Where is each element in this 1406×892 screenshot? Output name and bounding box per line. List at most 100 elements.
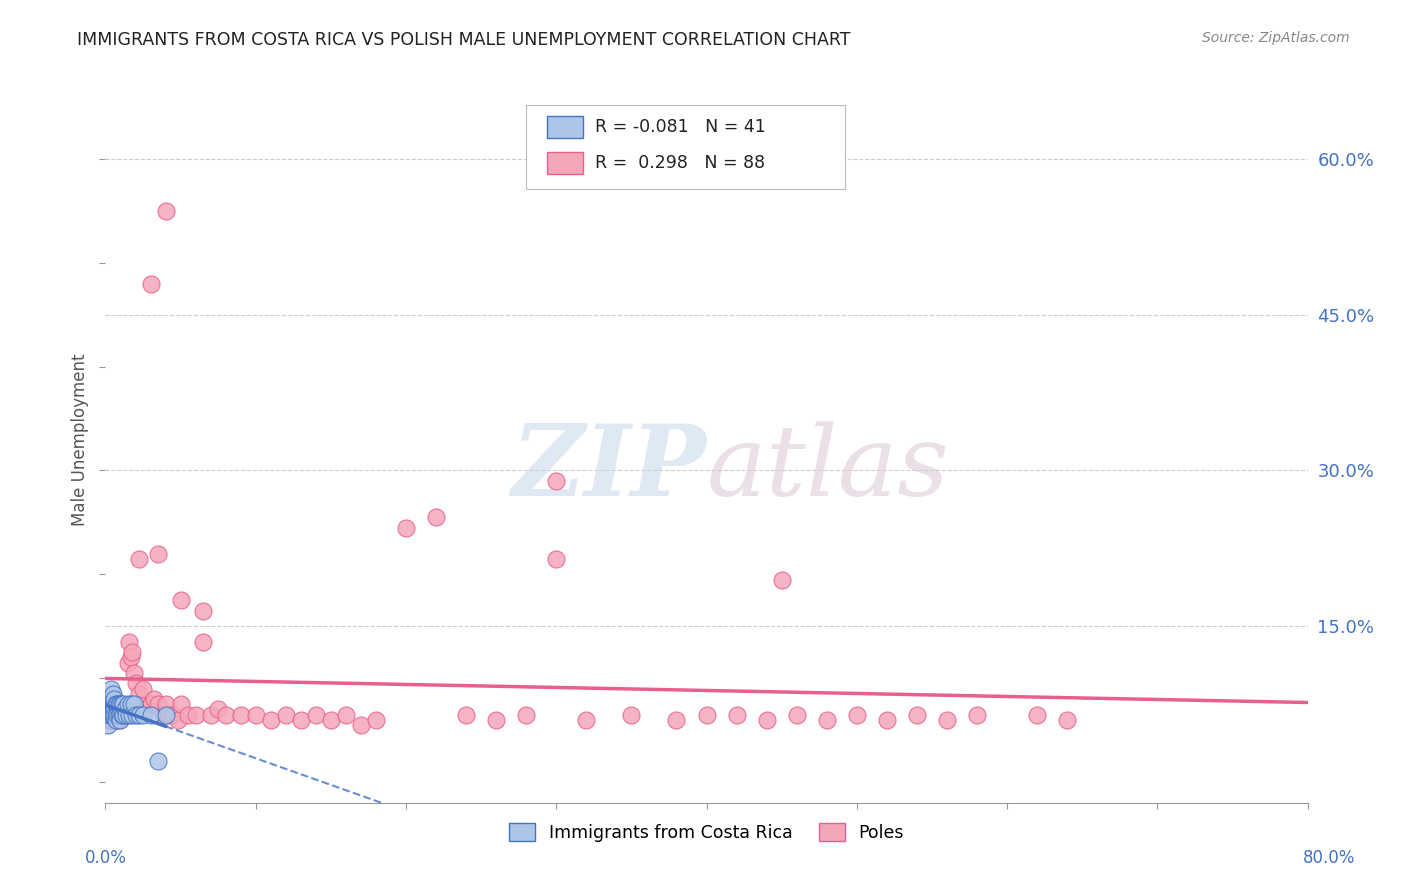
Point <box>115 702 138 716</box>
Point <box>146 754 169 768</box>
Point <box>108 697 131 711</box>
Point <box>104 707 127 722</box>
Point <box>111 697 134 711</box>
Text: R =  0.298   N = 88: R = 0.298 N = 88 <box>595 154 765 172</box>
Point <box>108 702 131 716</box>
Point <box>335 707 357 722</box>
Point <box>112 697 135 711</box>
Point <box>128 551 150 566</box>
Point <box>350 718 373 732</box>
Point <box>101 713 124 727</box>
Point <box>142 692 165 706</box>
Point <box>155 697 177 711</box>
Point <box>966 707 988 722</box>
Bar <box>547 153 582 174</box>
Point <box>485 713 508 727</box>
Point <box>101 687 124 701</box>
Point <box>101 697 124 711</box>
Point <box>122 697 145 711</box>
Point <box>770 573 793 587</box>
Point <box>620 707 643 722</box>
Point <box>121 645 143 659</box>
Text: R = -0.081   N = 41: R = -0.081 N = 41 <box>595 118 765 136</box>
Point <box>515 707 537 722</box>
Point <box>319 713 342 727</box>
Point <box>139 277 162 291</box>
Text: IMMIGRANTS FROM COSTA RICA VS POLISH MALE UNEMPLOYMENT CORRELATION CHART: IMMIGRANTS FROM COSTA RICA VS POLISH MAL… <box>77 31 851 49</box>
Point <box>128 687 150 701</box>
Point <box>107 707 129 722</box>
Point <box>111 707 134 722</box>
Point <box>117 697 139 711</box>
Point <box>229 707 252 722</box>
Point <box>725 707 748 722</box>
Point <box>152 707 174 722</box>
Point <box>97 697 120 711</box>
Point <box>114 702 136 716</box>
Point <box>755 713 778 727</box>
Point <box>155 707 177 722</box>
Point <box>107 697 129 711</box>
Point <box>177 707 200 722</box>
Point <box>876 713 898 727</box>
Point <box>155 203 177 218</box>
Point <box>184 707 207 722</box>
Point <box>118 635 141 649</box>
Point <box>169 593 191 607</box>
Point <box>157 707 180 722</box>
Point <box>108 707 131 722</box>
Point <box>96 707 118 722</box>
Point <box>101 697 124 711</box>
Point <box>100 713 122 727</box>
Point <box>166 713 188 727</box>
Point <box>364 713 387 727</box>
Point <box>214 707 236 722</box>
Point <box>191 635 214 649</box>
Text: 80.0%: 80.0% <box>1302 849 1355 867</box>
Point <box>103 713 125 727</box>
Point <box>120 697 142 711</box>
Point <box>98 702 121 716</box>
Point <box>575 713 598 727</box>
Point <box>97 718 120 732</box>
Point <box>425 510 447 524</box>
Point <box>103 702 125 716</box>
Point <box>290 713 312 727</box>
Point <box>162 707 184 722</box>
Point <box>395 520 418 534</box>
Point <box>104 697 127 711</box>
Point <box>845 707 868 722</box>
Point <box>100 681 122 696</box>
Point <box>122 665 145 680</box>
Point <box>146 697 169 711</box>
Point <box>101 707 124 722</box>
Point <box>98 707 121 722</box>
Point <box>110 713 132 727</box>
Point <box>200 707 222 722</box>
Point <box>191 604 214 618</box>
Point <box>132 707 155 722</box>
Point <box>110 707 132 722</box>
Point <box>118 707 141 722</box>
Point <box>146 547 169 561</box>
Point <box>135 702 157 716</box>
Point <box>110 707 132 722</box>
Point <box>103 692 125 706</box>
Point <box>139 697 162 711</box>
Point <box>1056 713 1078 727</box>
Y-axis label: Male Unemployment: Male Unemployment <box>70 353 89 525</box>
Point <box>305 707 328 722</box>
Point <box>245 707 267 722</box>
Point <box>117 656 139 670</box>
Point <box>97 713 120 727</box>
Point <box>665 713 688 727</box>
Point <box>110 713 132 727</box>
Point <box>103 707 125 722</box>
Point <box>815 713 838 727</box>
Point <box>456 707 478 722</box>
Text: 0.0%: 0.0% <box>84 849 127 867</box>
Text: atlas: atlas <box>707 421 949 516</box>
Point <box>124 676 146 690</box>
Point <box>139 707 162 722</box>
Point <box>100 697 122 711</box>
